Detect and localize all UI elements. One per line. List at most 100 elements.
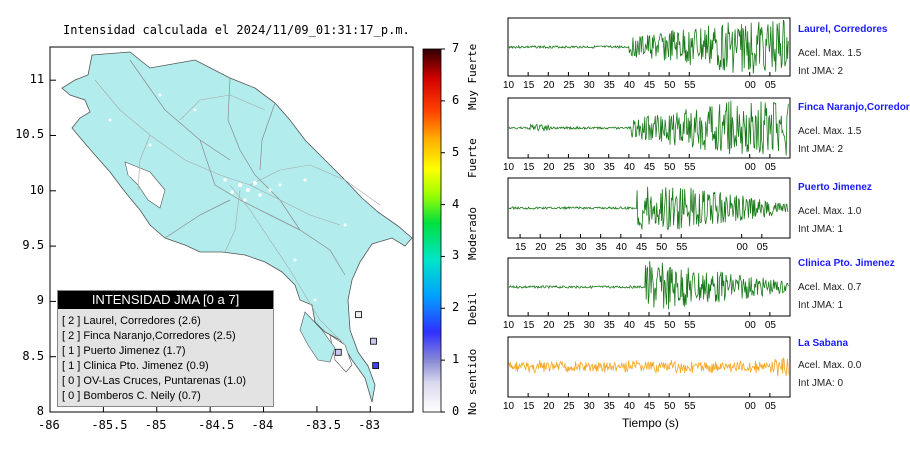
map-x-tick-label: -85.5 bbox=[91, 418, 128, 432]
station-name: Finca Naranjo,Corredores bbox=[798, 102, 910, 113]
colorbar-tick-label: 3 bbox=[452, 248, 460, 263]
colorbar-tick-label: 0 bbox=[452, 404, 460, 418]
time-tick-label: 20 bbox=[543, 320, 555, 331]
map-x-tick-label: -85 bbox=[144, 418, 167, 432]
time-tick-label: 10 bbox=[503, 401, 515, 412]
time-tick-label: 05 bbox=[764, 80, 776, 91]
time-tick-label: 00 bbox=[744, 162, 756, 173]
station-name: Laurel, Corredores bbox=[798, 24, 888, 35]
time-tick-label: 30 bbox=[583, 320, 595, 331]
colorbar-tick-label: 2 bbox=[452, 300, 460, 315]
waveform-trace bbox=[508, 100, 789, 156]
map-y-tick-label: 9 bbox=[36, 293, 45, 308]
time-tick-label: 05 bbox=[764, 401, 776, 412]
time-tick-label: 25 bbox=[563, 401, 575, 412]
time-tick-label: 20 bbox=[535, 242, 547, 253]
time-tick-label: 30 bbox=[575, 242, 587, 253]
station-acel: Acel. Max. 1.5 bbox=[798, 126, 862, 137]
time-tick-label: 25 bbox=[563, 162, 575, 173]
time-tick-label: 35 bbox=[603, 401, 615, 412]
time-tick-label: 35 bbox=[603, 80, 615, 91]
station-marker bbox=[334, 348, 342, 356]
time-tick-label: 25 bbox=[555, 242, 567, 253]
station-acel: Acel. Max. 1.0 bbox=[798, 206, 862, 217]
time-tick-label: 55 bbox=[684, 80, 696, 91]
time-tick-label: 00 bbox=[744, 320, 756, 331]
time-tick-label: 55 bbox=[684, 320, 696, 331]
station-marker bbox=[372, 362, 380, 369]
waveform-trace bbox=[508, 357, 789, 377]
colorbar-tick-label: 5 bbox=[452, 144, 460, 159]
time-tick-label: 50 bbox=[664, 401, 676, 412]
time-axis-label: Tiempo (s) bbox=[622, 416, 679, 430]
waveform-trace bbox=[508, 260, 789, 310]
time-tick-label: 45 bbox=[644, 80, 656, 91]
time-tick-label: 50 bbox=[664, 320, 676, 331]
station-int: Int JMA: 2 bbox=[798, 144, 844, 155]
waveform-trace bbox=[508, 186, 789, 231]
time-tick-label: 05 bbox=[756, 242, 768, 253]
time-tick-label: 40 bbox=[615, 242, 627, 253]
map-x-tick-label: -83 bbox=[358, 418, 380, 432]
time-tick-label: 35 bbox=[603, 320, 615, 331]
time-tick-label: 15 bbox=[523, 80, 535, 91]
time-tick-label: 05 bbox=[764, 320, 776, 331]
time-tick-label: 15 bbox=[515, 242, 527, 253]
time-tick-label: 25 bbox=[563, 80, 575, 91]
station-acel: Acel. Max. 0.0 bbox=[798, 360, 862, 371]
legend-item: [ 1 ] Clinica Pto. Jimenez (0.9) bbox=[62, 360, 209, 372]
time-tick-label: 30 bbox=[583, 80, 595, 91]
time-tick-label: 30 bbox=[583, 401, 595, 412]
time-tick-label: 05 bbox=[764, 162, 776, 173]
map-y-tick-label: 8 bbox=[36, 404, 45, 418]
colorbar bbox=[422, 48, 442, 413]
time-tick-label: 55 bbox=[684, 401, 696, 412]
time-tick-label: 45 bbox=[644, 401, 656, 412]
station-name: Puerto Jimenez bbox=[798, 182, 872, 193]
station-int: Int JMA: 1 bbox=[798, 300, 844, 311]
map-x-tick-label: -84 bbox=[251, 418, 274, 432]
legend-item: [ 2 ] Finca Naranjo,Corredores (2.5) bbox=[62, 330, 236, 342]
intensity-legend: INTENSIDAD JMA [0 a 7] [ 2 ] Laurel, Cor… bbox=[57, 290, 274, 407]
station-acel: Acel. Max. 0.7 bbox=[798, 282, 862, 293]
map-y-tick-label: 10.5 bbox=[15, 127, 45, 142]
time-tick-label: 50 bbox=[664, 162, 676, 173]
station-int: Int JMA: 2 bbox=[798, 66, 844, 77]
time-tick-label: 20 bbox=[543, 401, 555, 412]
map-y-tick-label: 10 bbox=[29, 182, 45, 197]
map-x-tick-label: -86 bbox=[38, 418, 60, 432]
time-tick-label: 55 bbox=[684, 162, 696, 173]
time-tick-label: 50 bbox=[656, 242, 668, 253]
station-int: Int JMA: 0 bbox=[798, 378, 844, 389]
time-tick-label: 10 bbox=[503, 80, 515, 91]
station-name: Clinica Pto. Jimenez bbox=[798, 258, 895, 269]
time-tick-label: 45 bbox=[635, 242, 648, 253]
colorbar-tick-label: 4 bbox=[452, 196, 460, 211]
time-tick-label: 15 bbox=[523, 401, 535, 412]
waveform-trace bbox=[508, 19, 789, 74]
station-marker bbox=[355, 311, 362, 319]
station-marker bbox=[370, 337, 377, 345]
time-tick-label: 40 bbox=[623, 162, 635, 173]
map-y-tick-label: 11 bbox=[29, 72, 45, 87]
time-tick-label: 40 bbox=[623, 320, 635, 331]
time-tick-label: 10 bbox=[503, 162, 515, 173]
time-tick-label: 00 bbox=[744, 401, 756, 412]
time-tick-label: 00 bbox=[744, 80, 756, 91]
time-tick-label: 25 bbox=[563, 320, 575, 331]
map-y-tick-label: 8.5 bbox=[22, 348, 45, 363]
station-name: La Sabana bbox=[798, 338, 849, 349]
time-tick-label: 45 bbox=[644, 162, 656, 173]
time-tick-label: 30 bbox=[583, 162, 595, 173]
legend-item: [ 2 ] Laurel, Corredores (2.6) bbox=[62, 315, 201, 327]
legend-item: [ 0 ] OV-Las Cruces, Puntarenas (1.0) bbox=[62, 375, 247, 387]
map-title: Intensidad calculada el 2024/11/09_01:31… bbox=[63, 23, 410, 37]
station-markers bbox=[334, 311, 380, 369]
legend-item: [ 0 ] Bomberos C. Neily (0.7) bbox=[62, 390, 201, 402]
time-tick-label: 50 bbox=[664, 80, 676, 91]
time-tick-label: 40 bbox=[623, 401, 635, 412]
time-tick-label: 40 bbox=[623, 80, 635, 91]
legend-item: [ 1 ] Puerto Jimenez (1.7) bbox=[62, 345, 186, 357]
colorbar-tick-label: 7 bbox=[452, 41, 460, 55]
